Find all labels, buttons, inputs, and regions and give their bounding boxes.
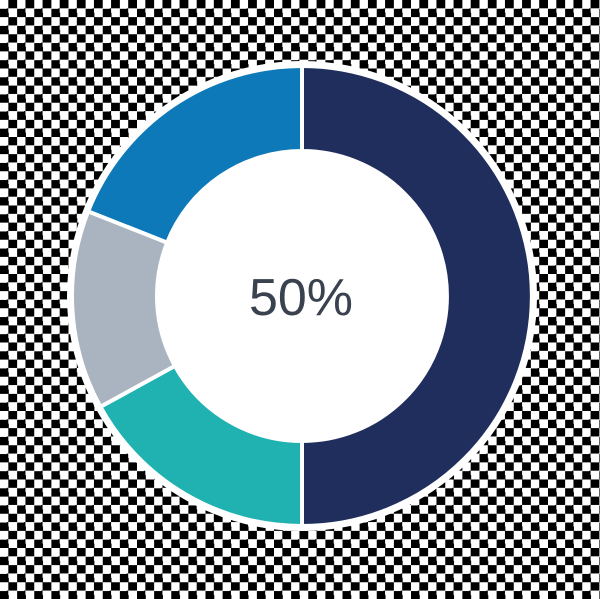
donut-segment-dark-navy [300,63,534,529]
donut-center-label: 50% [249,269,353,327]
donut-segments [70,63,534,529]
donut-segment-blue [85,63,304,246]
